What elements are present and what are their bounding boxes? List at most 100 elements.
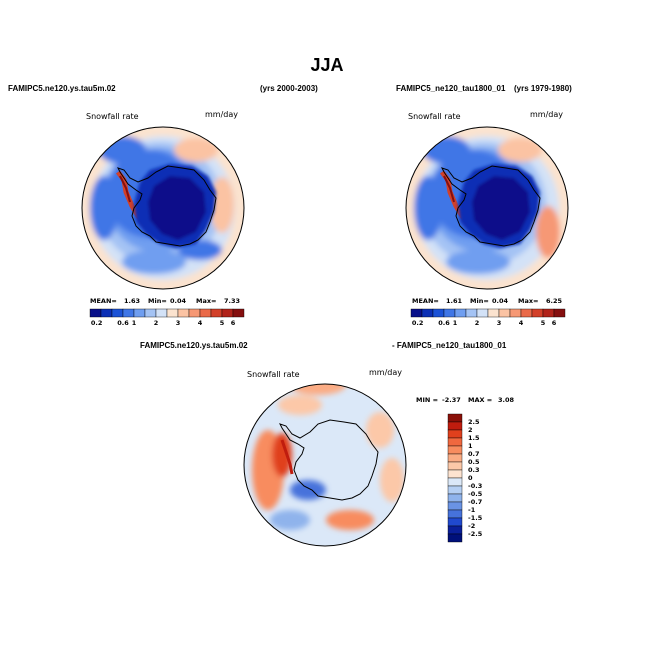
panel1-units-label: mm/day [205, 110, 238, 119]
diff-min-value: -2.37 [442, 396, 461, 404]
diff-colorbar-swatch [447, 413, 463, 423]
panel2-colorbar-tick-label: 4 [519, 319, 524, 327]
diff-colorbar-tick-label: -2 [468, 522, 475, 530]
panel2-colorbar-swatch [498, 308, 511, 318]
diff-colorbar-tick-label: 0.3 [468, 466, 480, 474]
diff-colorbar-tick-label: -1.5 [468, 514, 483, 522]
diff-colorbar-tick-label: 1 [468, 442, 473, 450]
panel1-colorbar: 0.2 0.6 1 2 3 4 5 6 [89, 308, 245, 327]
diff-colorbar-swatch [447, 453, 463, 463]
diff-case-b: - FAMIPC5_ne120_tau1800_01 [392, 341, 507, 350]
diff-case-a: FAMIPC5.ne120.ys.tau5m.02 [140, 341, 248, 350]
diff-colorbar-swatch [447, 469, 463, 479]
panel2-units-label: mm/day [530, 110, 563, 119]
panel2-mean-value: 1.61 [446, 297, 463, 305]
diff-colorbar-tick-label: -0.7 [468, 498, 482, 506]
panel1-case-name: FAMIPC5.ne120.ys.tau5m.02 [8, 84, 116, 93]
panel2-colorbar-tick-label: 0.6 [438, 319, 450, 327]
diff-colorbar-swatch [447, 493, 463, 503]
diff-units-label: mm/day [369, 368, 402, 377]
panel2-colorbar-swatch [520, 308, 533, 318]
map2-snowfall-field [406, 127, 568, 289]
panel1-variable-label: Snowfall rate [86, 112, 139, 121]
panel2-colorbar-tick-label: 6 [552, 319, 557, 327]
diff-colorbar-tick-label: 2.5 [468, 418, 480, 426]
panel2-mean-label: MEAN= [412, 297, 439, 305]
panel1-max-value: 7.33 [224, 297, 241, 305]
panel1-colorbar-tick-label: 1 [132, 319, 137, 327]
panel1-colorbar-tick-label: 6 [231, 319, 236, 327]
panel2-colorbar-swatch [465, 308, 478, 318]
diff-min-label: MIN = [416, 396, 439, 404]
map1-snowfall-field [82, 127, 244, 289]
diff-antarctica-coastline [279, 419, 379, 501]
panel1-colorbar-tick-label: 2 [154, 319, 159, 327]
panel1-mean-value: 1.63 [124, 297, 141, 305]
panel1-colorbar-swatch [199, 308, 212, 318]
panel1-years: (yrs 2000-2003) [260, 84, 318, 93]
panel1-colorbar-swatch [89, 308, 102, 318]
diff-map-field [244, 384, 406, 546]
panel1-colorbar-swatch [166, 308, 179, 318]
diff-colorbar-swatch [447, 533, 463, 543]
panel1-colorbar-tick-label: 5 [220, 319, 225, 327]
map1-antarctica-coastline [117, 165, 217, 247]
map1-boundary [81, 126, 245, 290]
panel2-colorbar-swatch [410, 308, 423, 318]
panel2-min-value: 0.04 [492, 297, 509, 305]
diff-colorbar-tick-label: -2.5 [468, 530, 483, 538]
panel1-colorbar-swatch [210, 308, 223, 318]
diff-colorbar-swatch [447, 485, 463, 495]
diff-colorbar-swatch [447, 477, 463, 487]
diff-colorbar-swatch [447, 421, 463, 431]
panel1-colorbar-swatch [232, 308, 245, 318]
diff-colorbar-tick-label: 2 [468, 426, 473, 434]
panel1-colorbar-swatch [111, 308, 124, 318]
panel2-colorbar-swatch [443, 308, 456, 318]
diff-map-boundary [243, 383, 407, 547]
diff-colorbar-tick-label: -0.5 [468, 490, 483, 498]
panel2-colorbar-swatch [509, 308, 522, 318]
panel2-colorbar-tick-label: 2 [475, 319, 480, 327]
diff-colorbar-swatch [447, 525, 463, 535]
panel1-colorbar-tick-label: 3 [176, 319, 181, 327]
panel2-case-name: FAMIPC5_ne120_tau1800_01 [396, 84, 506, 93]
diff-colorbar-tick-label: 1.5 [468, 434, 480, 442]
diff-max-label: MAX = [468, 396, 493, 404]
diff-colorbar-tick-label: 0.7 [468, 450, 480, 458]
diff-colorbar-swatch [447, 517, 463, 527]
panel2-colorbar-swatch [476, 308, 489, 318]
panel2-colorbar-swatch [454, 308, 467, 318]
panel2-colorbar-swatch [531, 308, 544, 318]
panel2-colorbar: 0.2 0.6 1 2 3 4 5 6 [410, 308, 566, 327]
panel2-colorbar-tick-label: 5 [541, 319, 546, 327]
panel1-colorbar-swatch [221, 308, 234, 318]
diff-colorbar-swatch [447, 429, 463, 439]
diff-colorbar-swatch [447, 461, 463, 471]
map2-antarctica-coastline [441, 165, 541, 247]
panel2-colorbar-tick-label: 3 [497, 319, 502, 327]
panel2-colorbar-swatch [421, 308, 434, 318]
panel1-max-label: Max= [196, 297, 217, 305]
diff-colorbar-swatch [447, 509, 463, 519]
panel1-min-label: Min= [148, 297, 167, 305]
panel1-colorbar-swatch [144, 308, 157, 318]
diff-variable-label: Snowfall rate [247, 370, 300, 379]
panel2-colorbar-swatch [487, 308, 500, 318]
panel1-colorbar-swatch [133, 308, 146, 318]
panel2-colorbar-tick-label: 0.2 [412, 319, 424, 327]
diff-colorbar-swatch [447, 501, 463, 511]
panel1-colorbar-tick-label: 4 [198, 319, 203, 327]
diff-colorbar-tick-label: 0.5 [468, 458, 480, 466]
diff-max-value: 3.08 [498, 396, 515, 404]
panel2-years: (yrs 1979-1980) [514, 84, 572, 93]
panel2-min-label: Min= [470, 297, 489, 305]
panel2-max-value: 6.25 [546, 297, 563, 305]
diff-colorbar-tick-label: -0.3 [468, 482, 482, 490]
panel1-colorbar-tick-label: 0.2 [91, 319, 103, 327]
panel1-colorbar-swatch [188, 308, 201, 318]
panel1-min-value: 0.04 [170, 297, 187, 305]
panel1-colorbar-tick-label: 0.6 [117, 319, 129, 327]
diff-colorbar-swatch [447, 437, 463, 447]
map2-boundary [405, 126, 569, 290]
